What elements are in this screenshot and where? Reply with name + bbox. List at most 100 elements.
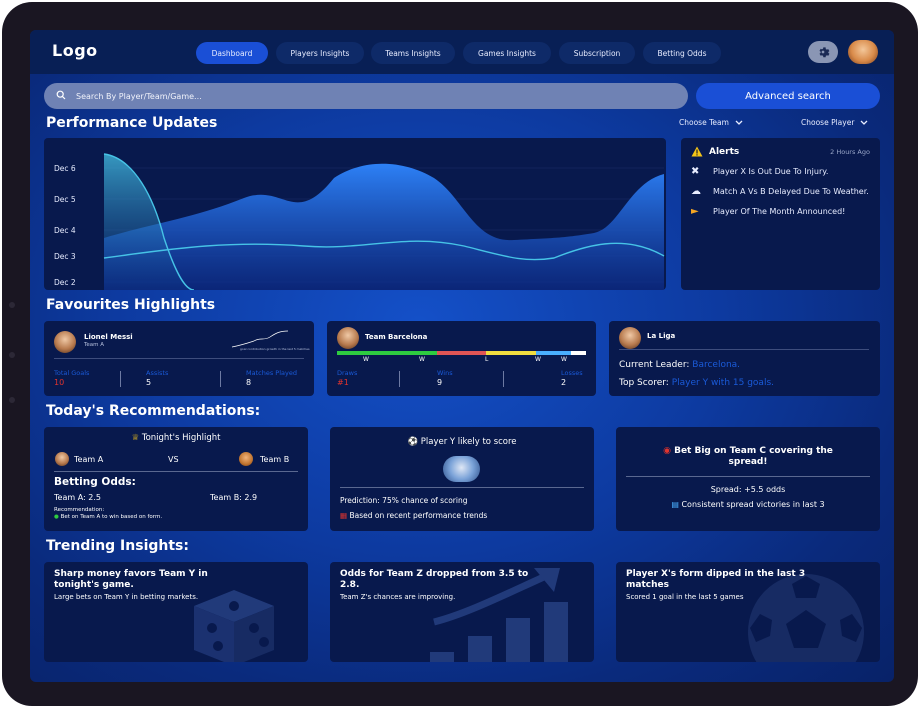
stat-value: 9 — [437, 378, 443, 387]
advanced-search-button[interactable]: Advanced search — [696, 83, 880, 109]
prediction-text: Prediction: 75% chance of scoring — [340, 496, 468, 505]
divider — [120, 371, 121, 387]
device-button — [9, 352, 15, 358]
current-leader: Current Leader: Barcelona. — [619, 360, 740, 370]
divider — [619, 349, 869, 350]
alerts-timestamp: 2 Hours Ago — [830, 148, 870, 156]
section-title-recommendations: Today's Recommendations: — [46, 403, 261, 419]
warning-icon — [691, 146, 703, 157]
nav-dashboard[interactable]: Dashboard — [196, 42, 268, 64]
chart-icon: ▦ — [340, 511, 348, 520]
player-team: Team A — [84, 342, 105, 348]
section-title-trending: Trending Insights: — [46, 538, 189, 554]
settings-button[interactable] — [808, 41, 838, 63]
form-segment — [337, 351, 387, 355]
divider — [626, 476, 870, 477]
nav-players-insights[interactable]: Players Insights — [276, 42, 364, 64]
trophy-icon: ♕ — [131, 433, 140, 443]
player-photo — [443, 456, 480, 482]
stat-value: #1 — [337, 378, 349, 387]
alerts-header: Alerts — [691, 146, 870, 157]
highlight-heading-text: Tonight's Highlight — [141, 433, 221, 443]
form-segment — [436, 351, 487, 355]
y-tick-label: Dec 4 — [54, 226, 76, 235]
logo[interactable]: Logo — [52, 41, 98, 60]
top-navbar: Logo Dashboard Players Insights Teams In… — [30, 30, 894, 74]
betting-odds-title: Betting Odds: — [54, 476, 136, 488]
trend-body: Based on recent performance trends — [349, 511, 488, 520]
scorer-label: Top Scorer: — [619, 378, 669, 388]
player-avatar — [54, 331, 76, 353]
alert-item[interactable]: ► Player Of The Month Announced! — [691, 207, 870, 217]
bet-big-card[interactable]: ◉ Bet Big on Team C covering the spread!… — [616, 427, 880, 531]
top-scorer: Top Scorer: Player Y with 15 goals. — [619, 378, 774, 388]
choose-team-dropdown[interactable]: Choose Team — [679, 118, 743, 127]
trending-card[interactable]: Odds for Team Z dropped from 3.5 to 2.8.… — [330, 562, 594, 662]
alert-item[interactable]: ☁ Match A Vs B Delayed Due To Weather. — [691, 187, 870, 197]
alert-text: Player Of The Month Announced! — [713, 207, 846, 216]
nav-betting-odds[interactable]: Betting Odds — [643, 42, 721, 64]
form-segment — [486, 351, 537, 355]
stat-label: Total Goals — [54, 369, 90, 377]
stat-label: Draws — [337, 369, 358, 377]
recommendation-body: Bet on Team A to win based on form. — [60, 514, 163, 520]
y-tick-label: Dec 2 — [54, 278, 76, 287]
form-bar — [337, 351, 586, 355]
stat-value: 5 — [146, 378, 152, 387]
recommendation-text: ● Bet on Team A to win based on form. — [54, 514, 164, 521]
area-chart — [103, 153, 665, 290]
nav-teams-insights[interactable]: Teams Insights — [371, 42, 455, 64]
consistency-body: Consistent spread victories in last 3 — [681, 500, 825, 509]
mini-chart-caption: goal contribution growth in the last 5 m… — [240, 347, 310, 351]
favourite-team-card[interactable]: Team Barcelona W W L W W Draws #1 Wins 9… — [327, 321, 596, 396]
alert-text: Match A Vs B Delayed Due To Weather. — [713, 187, 869, 196]
section-title-favourites: Favourites Highlights — [46, 297, 216, 313]
search-input[interactable]: Search By Player/Team/Game... — [44, 83, 688, 109]
highlight-heading: ♕ Tonight's Highlight — [44, 433, 308, 443]
scorer-value[interactable]: Player Y with 15 goals. — [671, 378, 774, 388]
alert-text: Player X Is Out Due To Injury. — [713, 167, 829, 176]
choose-player-dropdown[interactable]: Choose Player — [801, 118, 868, 127]
trending-title: Player X's form dipped in the last 3 mat… — [626, 569, 806, 590]
spread-text: Spread: +5.5 odds — [710, 485, 786, 494]
stat-label: Assists — [146, 369, 169, 377]
trending-body: Team Z's chances are improving. — [340, 593, 456, 601]
leader-value[interactable]: Barcelona. — [692, 360, 741, 370]
search-icon — [56, 90, 66, 102]
form-result: W — [363, 356, 369, 363]
alert-item[interactable]: ✖ Player X Is Out Due To Injury. — [691, 167, 870, 177]
form-segment — [571, 351, 586, 355]
user-avatar[interactable] — [848, 40, 878, 64]
trending-card[interactable]: Player X's form dipped in the last 3 mat… — [616, 562, 880, 662]
series-line-secondary — [103, 153, 195, 290]
trend-text: ▦ Based on recent performance trends — [340, 511, 487, 520]
nav-games-insights[interactable]: Games Insights — [463, 42, 551, 64]
y-tick-label: Dec 3 — [54, 252, 76, 261]
divider — [340, 487, 584, 488]
stat-label: Losses — [561, 369, 583, 377]
target-icon: ◉ — [663, 446, 671, 456]
injury-icon: ✖ — [691, 166, 700, 177]
tonights-highlight-card[interactable]: ♕ Tonight's Highlight Team A VS Team B B… — [44, 427, 308, 531]
team-avatar — [337, 327, 359, 349]
favourite-player-card[interactable]: Lionel Messi Team A goal contribution gr… — [44, 321, 314, 396]
stat-label: Wins — [437, 369, 453, 377]
stat-value: 10 — [54, 378, 65, 387]
megaphone-icon: ► — [691, 206, 699, 217]
league-avatar — [619, 327, 641, 349]
nav-subscription[interactable]: Subscription — [559, 42, 635, 64]
form-result: L — [485, 356, 489, 363]
device-button — [9, 397, 15, 403]
form-result: W — [535, 356, 541, 363]
trending-title: Sharp money favors Team Y in tonight's g… — [54, 569, 208, 590]
player-score-card[interactable]: ⚽ Player Y likely to score Prediction: 7… — [330, 427, 594, 531]
favourite-league-card[interactable]: La Liga Current Leader: Barcelona. Top S… — [609, 321, 880, 396]
divider — [54, 358, 304, 359]
weather-icon: ☁ — [691, 186, 701, 197]
chevron-down-icon — [735, 120, 743, 125]
performance-chart-panel: Dec 6 Dec 5 Dec 4 Dec 3 Dec 2 — [44, 138, 666, 290]
trending-card[interactable]: Sharp money favors Team Y in tonight's g… — [44, 562, 308, 662]
y-tick-label: Dec 5 — [54, 195, 76, 204]
choose-player-label: Choose Player — [801, 118, 855, 127]
divider — [503, 371, 504, 387]
